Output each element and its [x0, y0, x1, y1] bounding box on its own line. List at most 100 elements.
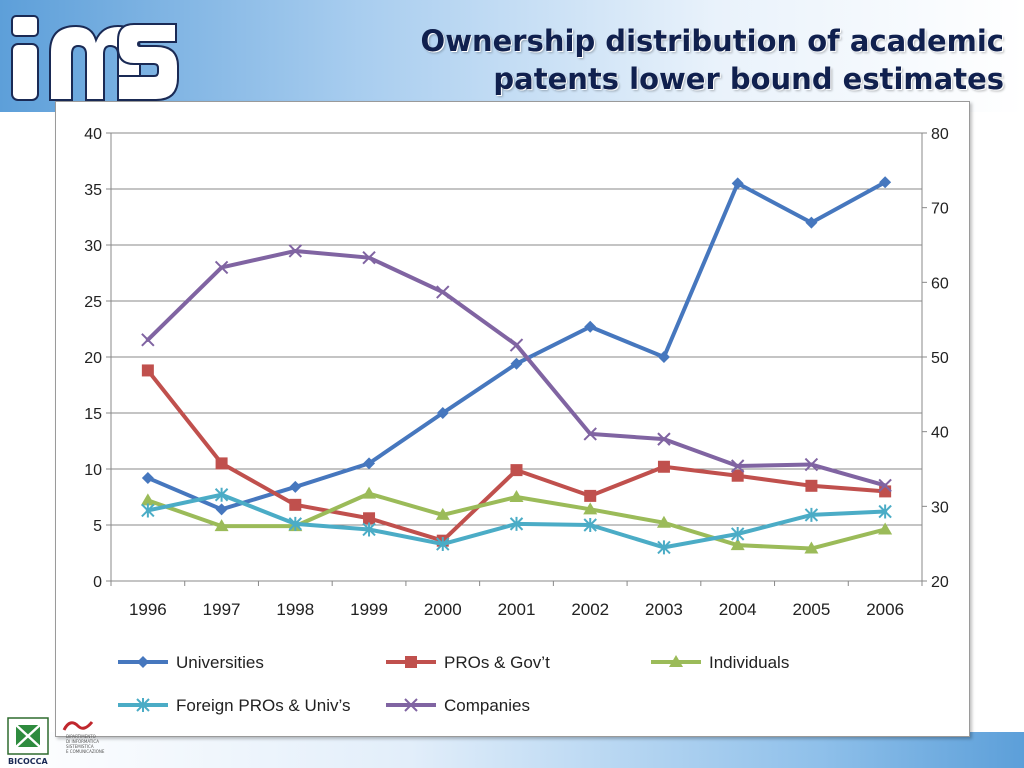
data-point [584, 489, 597, 502]
data-point [137, 656, 149, 668]
data-point [214, 519, 229, 532]
data-point [804, 457, 819, 472]
data-point [805, 479, 818, 492]
data-point [363, 457, 376, 470]
x-tick-label: 2000 [424, 600, 462, 619]
x-tick-label: 2003 [645, 600, 683, 619]
y-left-tick-label: 10 [84, 462, 102, 479]
y-left-tick-label: 40 [84, 126, 102, 143]
data-point [878, 522, 893, 535]
y-right-tick-label: 20 [931, 574, 949, 591]
data-point [289, 498, 302, 511]
department-line-1: DIPARTIMENTO [66, 734, 96, 739]
data-point [583, 518, 597, 532]
x-tick-label: 1996 [129, 600, 167, 619]
university-name: BICOCCA [8, 757, 48, 766]
data-point [404, 698, 418, 712]
data-point [657, 460, 670, 473]
data-point [362, 486, 377, 499]
line-chart: 0 5 10 15 20 25 30 35 40 20 30 40 50 60 70 80 1996 1997 19… [84, 126, 949, 715]
data-point [657, 432, 671, 446]
slide-title: Ownership distribution of academic paten… [244, 22, 1004, 98]
data-point [436, 537, 450, 552]
x-tick-label: 1998 [276, 600, 314, 619]
ims-logo [11, 15, 179, 101]
y-right-tick-label: 50 [931, 350, 949, 367]
chart-frame: 0 5 10 15 20 25 30 35 40 20 30 40 50 60 70 80 1996 1997 19… [55, 101, 970, 737]
data-point [878, 504, 892, 519]
legend-label: Universities [176, 653, 264, 672]
x-tick-label: 1997 [203, 600, 241, 619]
data-point [140, 493, 155, 506]
data-point [436, 285, 450, 299]
data-point [288, 244, 303, 258]
data-point [509, 516, 524, 531]
data-point [730, 459, 745, 473]
data-point [215, 457, 228, 470]
data-point [215, 503, 228, 516]
data-point [141, 364, 154, 377]
data-point [730, 526, 745, 541]
footer-logos: BICOCCA DIPARTIMENTO DI INFORMATICA SIST… [7, 717, 105, 766]
data-point [584, 320, 597, 333]
x-tick-label: 2006 [866, 600, 904, 619]
data-point [214, 487, 229, 502]
series-line-pros-gov-t [145, 368, 888, 543]
y-left-tick-label: 30 [84, 238, 102, 255]
data-point [405, 656, 417, 668]
data-point [657, 351, 670, 363]
university-seal-icon [7, 717, 49, 755]
data-point [136, 698, 150, 712]
y-right-tick-label: 70 [931, 201, 949, 218]
legend-label: Companies [444, 696, 530, 715]
data-point [363, 512, 376, 525]
y-right-tick-label: 60 [931, 275, 949, 292]
data-point [509, 490, 524, 502]
footer-band [0, 732, 1024, 768]
data-point [731, 469, 744, 482]
x-tick-label: 2004 [719, 600, 757, 619]
data-point [730, 538, 745, 551]
data-point [435, 507, 450, 520]
y-left-tick-label: 25 [84, 294, 102, 311]
legend-label: Foreign PROs & Univ’s [176, 696, 350, 715]
y-left-tick-label: 0 [93, 574, 102, 591]
department-line-4: E COMUNICAZIONE [66, 749, 105, 754]
data-point [657, 540, 671, 555]
data-point [805, 216, 818, 229]
department-line-3: SISTEMISTICA [66, 744, 94, 749]
department-line-2: DI INFORMATICA [66, 739, 99, 744]
y-left-tick-label: 20 [84, 350, 102, 367]
data-point [214, 260, 229, 275]
y-right-tick-label: 30 [931, 499, 949, 516]
data-point [141, 503, 155, 518]
x-tick-label: 1999 [350, 600, 388, 619]
data-point [804, 507, 819, 522]
data-point [362, 250, 376, 265]
data-point [583, 427, 597, 441]
data-point [362, 522, 376, 537]
y-left-tick-label: 5 [93, 518, 102, 535]
data-point [583, 502, 598, 515]
y-left-tick-label: 15 [84, 406, 102, 423]
title-line-2: patents lower bound estimates [493, 62, 1004, 96]
data-point [510, 464, 523, 477]
x-tick-label: 2005 [792, 600, 830, 619]
data-point [141, 333, 155, 347]
data-point [141, 471, 154, 484]
y-right-tick-label: 40 [931, 425, 949, 442]
y-right-tick-label: 80 [931, 126, 949, 143]
legend-label: PROs & Gov’t [444, 653, 550, 672]
data-point [731, 177, 744, 190]
data-point [669, 655, 683, 667]
data-point [510, 357, 523, 370]
data-point [879, 176, 892, 189]
data-point [656, 515, 671, 528]
data-point [804, 541, 819, 554]
x-tick-label: 2001 [498, 600, 536, 619]
data-point [509, 338, 524, 352]
data-point [288, 516, 303, 531]
y-left-tick-label: 35 [84, 182, 102, 199]
legend-label: Individuals [709, 653, 789, 672]
data-point [289, 480, 302, 493]
